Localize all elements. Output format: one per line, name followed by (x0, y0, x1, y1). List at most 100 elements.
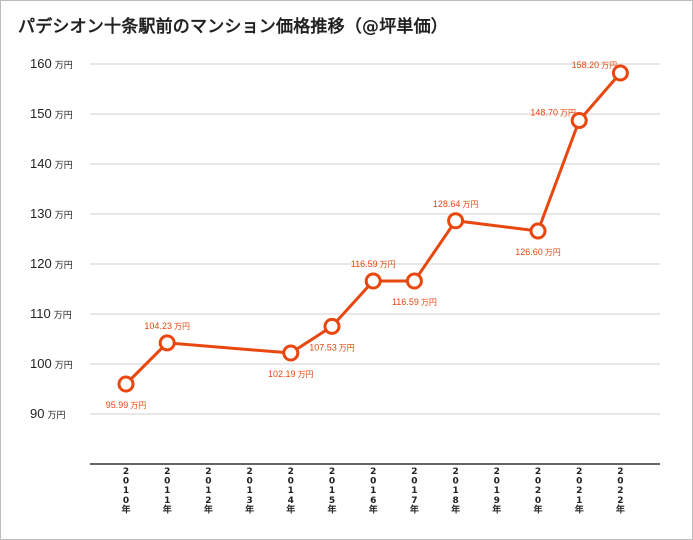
x-tick-char: 2 (246, 467, 252, 477)
x-tick-char: 1 (205, 486, 211, 496)
x-tick-char: 0 (288, 477, 294, 487)
x-tick-char: 年 (327, 503, 336, 515)
x-tick-char: 2 (205, 496, 211, 506)
x-tick-char: 2 (329, 467, 335, 477)
data-point (323, 317, 341, 335)
x-tick-char: 年 (575, 503, 584, 515)
x-tick-char: 0 (535, 496, 541, 506)
x-tick-char: 1 (576, 496, 582, 506)
data-label: 102.19 万円 (268, 369, 314, 379)
data-label: 116.59 万円 (392, 297, 437, 307)
x-tick-char: 1 (246, 486, 252, 496)
x-tick-char: 2 (617, 486, 623, 496)
x-tick-char: 3 (246, 496, 252, 506)
x-tick-char: 1 (494, 486, 500, 496)
x-tick-char: 2 (494, 467, 500, 477)
x-tick-char: 4 (288, 496, 294, 506)
data-point (117, 375, 135, 393)
x-tick-char: 年 (245, 503, 254, 515)
x-tick-char: 2 (452, 467, 458, 477)
y-tick-label: 160 万円 (30, 56, 73, 71)
data-point (364, 272, 382, 290)
x-tick-char: 0 (123, 477, 129, 487)
data-label: 126.60 万円 (515, 247, 561, 257)
data-point (529, 222, 547, 240)
x-tick-char: 年 (533, 503, 542, 515)
y-tick-label: 110 万円 (30, 306, 72, 321)
x-tick-char: 0 (370, 477, 376, 487)
x-tick-char: 0 (411, 477, 417, 487)
data-point (611, 64, 629, 82)
x-tick-char: 0 (535, 477, 541, 487)
x-tick-char: 0 (576, 477, 582, 487)
x-tick-char: 2 (576, 467, 582, 477)
x-tick-char: 1 (164, 496, 170, 506)
x-tick-char: 2 (535, 486, 541, 496)
x-tick-char: 年 (369, 503, 378, 515)
x-tick-char: 0 (123, 496, 129, 506)
x-tick-char: 2 (205, 467, 211, 477)
x-tick-char: 2 (617, 496, 623, 506)
x-tick-char: 0 (329, 477, 335, 487)
x-tick-char: 年 (204, 503, 213, 515)
data-label: 116.59 万円 (351, 259, 396, 269)
x-tick-char: 年 (492, 503, 501, 515)
x-tick-char: 1 (411, 486, 417, 496)
x-tick-char: 2 (617, 467, 623, 477)
x-tick-char: 0 (494, 477, 500, 487)
data-point (282, 344, 300, 362)
x-tick-char: 1 (452, 486, 458, 496)
data-label: 104.23 万円 (144, 321, 190, 331)
x-tick-char: 2 (164, 467, 170, 477)
x-tick-char: 2 (370, 467, 376, 477)
x-tick-char: 年 (163, 503, 172, 515)
x-tick-char: 年 (451, 503, 460, 515)
x-tick-char: 0 (164, 477, 170, 487)
y-tick-label: 90 万円 (30, 406, 65, 421)
x-tick-char: 2 (535, 467, 541, 477)
x-tick-char: 年 (410, 503, 419, 515)
x-tick-char: 0 (205, 477, 211, 487)
x-tick-char: 1 (123, 486, 129, 496)
series-line (124, 72, 622, 386)
x-tick-char: 8 (452, 496, 458, 506)
chart-title: パデシオン十条駅前のマンション価格推移（@坪単価） (18, 17, 448, 37)
data-label: 148.70 万円 (530, 108, 576, 118)
x-tick-char: 年 (286, 503, 295, 515)
y-tick-label: 140 万円 (30, 156, 73, 171)
x-tick-char: 2 (411, 467, 417, 477)
y-tick-label: 130 万円 (30, 206, 73, 221)
x-tick-char: 2 (123, 467, 129, 477)
x-tick-char: 0 (246, 477, 252, 487)
x-tick-char: 0 (617, 477, 623, 487)
data-point (405, 272, 423, 290)
y-tick-label: 150 万円 (30, 106, 73, 121)
data-label: 95.99 万円 (106, 400, 147, 410)
x-tick-char: 1 (370, 486, 376, 496)
x-tick-char: 9 (494, 496, 500, 506)
data-point (447, 212, 465, 230)
y-tick-label: 100 万円 (30, 356, 73, 371)
x-tick-char: 2 (288, 467, 294, 477)
x-tick-char: 7 (411, 496, 417, 506)
x-tick-char: 5 (329, 496, 335, 506)
x-tick-char: 1 (164, 486, 170, 496)
x-tick-char: 0 (452, 477, 458, 487)
data-label: 128.64 万円 (433, 199, 479, 209)
x-tick-char: 6 (370, 496, 376, 506)
data-point (158, 334, 176, 352)
x-tick-char: 年 (121, 503, 130, 515)
